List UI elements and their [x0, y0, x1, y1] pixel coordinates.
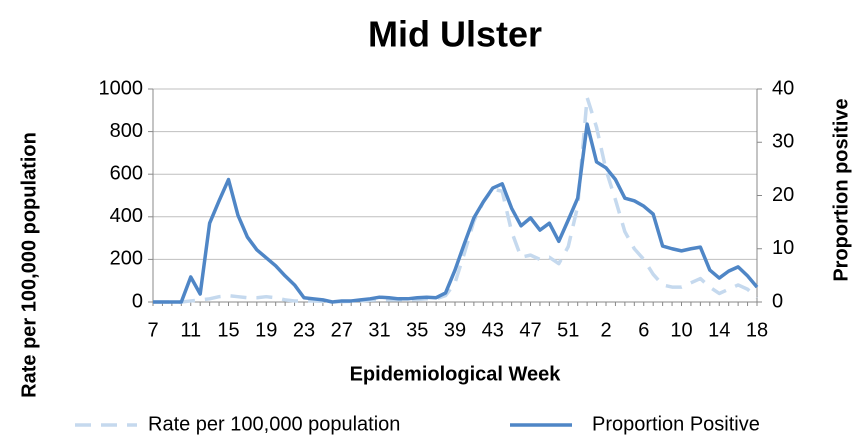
y2-tick-label: 40	[772, 77, 794, 99]
y-tick-label: 200	[110, 248, 143, 270]
x-tick-label: 27	[331, 319, 353, 341]
series-line	[153, 122, 759, 304]
x-tick-label: 15	[217, 319, 239, 341]
y2-tick-label: 10	[772, 237, 794, 259]
y-tick-label: 400	[110, 205, 143, 227]
x-tick-label: 19	[255, 319, 277, 341]
x-tick-label: 51	[557, 319, 579, 341]
y-tick-label: 600	[110, 162, 143, 184]
legend-label: Proportion Positive	[592, 413, 760, 435]
y2-axis-title: Proportion positive	[830, 98, 852, 281]
x-tick-label: 6	[638, 319, 649, 341]
y-tick-label: 1000	[99, 77, 144, 99]
y-tick-label: 800	[110, 120, 143, 142]
y-axis-title: Rate per 100,000 population	[18, 132, 40, 398]
x-tick-label: 7	[147, 319, 158, 341]
x-tick-label: 35	[406, 319, 428, 341]
x-tick-label: 47	[519, 319, 541, 341]
x-tick-label: 18	[746, 319, 768, 341]
x-axis-title: Epidemiological Week	[350, 363, 562, 385]
x-tick-label: 10	[670, 319, 692, 341]
legend-label: Rate per 100,000 population	[148, 413, 400, 435]
x-tick-label: 2	[600, 319, 611, 341]
x-tick-label: 39	[444, 319, 466, 341]
chart-title: Mid Ulster	[368, 14, 542, 55]
x-tick-label: 31	[368, 319, 390, 341]
y-tick-label: 0	[132, 290, 143, 312]
y2-tick-label: 0	[772, 290, 783, 312]
series-line	[153, 95, 759, 304]
x-tick-label: 11	[180, 319, 201, 341]
x-tick-label: 14	[708, 319, 730, 341]
y2-tick-label: 30	[772, 131, 794, 153]
y2-tick-label: 20	[772, 184, 794, 206]
x-tick-label: 43	[482, 319, 504, 341]
x-tick-label: 23	[293, 319, 315, 341]
